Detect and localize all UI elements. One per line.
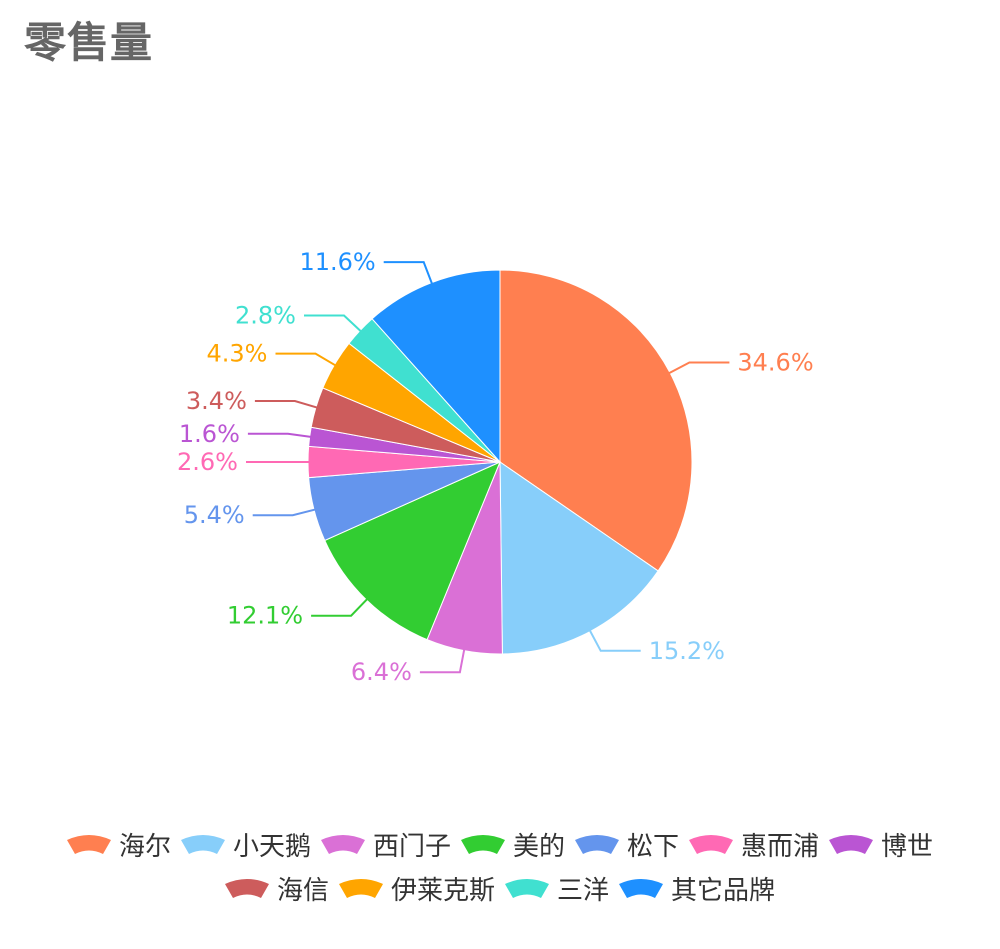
legend-item-1[interactable]: 海尔 — [67, 832, 171, 862]
slice-10-leader-line — [304, 314, 363, 333]
slice-9-label: 4.3% — [207, 340, 268, 368]
legend-label-10: 三洋 — [557, 876, 609, 906]
slice-1-label: 34.6% — [737, 349, 813, 377]
slice-11-leader-line — [383, 261, 434, 285]
legend-icon-9 — [339, 879, 383, 898]
slice-labels: 34.6% 15.2% 6.4% 12.1% 5.4% 2.6%1.6% 3.4% 4.3% 2… — [177, 248, 814, 686]
legend-icon-4 — [461, 835, 505, 854]
slice-7-leader-line — [247, 432, 312, 438]
slice-4-label: 12.1% — [227, 602, 303, 630]
legend-label-4: 美的 — [513, 832, 565, 862]
slice-7-label: 1.6% — [179, 420, 240, 448]
legend-item-10[interactable]: 三洋 — [505, 876, 609, 906]
slice-6-label: 2.6% — [177, 448, 238, 476]
slice-8-label: 3.4% — [186, 387, 247, 415]
legend-item-11[interactable]: 其它品牌 — [619, 876, 775, 906]
legend-item-4[interactable]: 美的 — [461, 832, 565, 862]
chart-title: 零售量 — [24, 18, 154, 67]
legend-icon-10 — [505, 879, 549, 898]
slice-2-leader-line — [588, 629, 641, 652]
legend-label-8: 海信 — [277, 876, 329, 906]
legend-item-3[interactable]: 西门子 — [321, 832, 451, 862]
slice-8-leader-line — [254, 400, 319, 409]
slice-2-label: 15.2% — [649, 637, 725, 665]
legend-icon-3 — [321, 835, 365, 854]
slice-5-label: 5.4% — [184, 501, 245, 529]
pie-slices — [307, 269, 693, 655]
legend-label-1: 海尔 — [119, 832, 171, 862]
legend-icon-5 — [575, 835, 619, 854]
legend-item-6[interactable]: 惠而浦 — [689, 832, 819, 862]
slice-5-leader-line — [252, 508, 317, 517]
legend-icon-7 — [829, 835, 873, 854]
legend-label-3: 西门子 — [373, 832, 451, 862]
legend-label-6: 惠而浦 — [741, 832, 819, 862]
legend-item-2[interactable]: 小天鹅 — [181, 832, 311, 862]
slice-10-label: 2.8% — [235, 302, 296, 330]
legend-label-7: 博世 — [881, 832, 933, 862]
legend-item-7[interactable]: 博世 — [829, 832, 933, 862]
slice-9-leader-line — [275, 352, 337, 367]
legend-item-8[interactable]: 海信 — [225, 876, 329, 906]
slice-4-leader-line — [311, 597, 369, 617]
slice-3-leader-line — [419, 648, 466, 674]
legend-label-9: 伊莱克斯 — [391, 876, 495, 906]
slice-1-leader-line — [667, 361, 730, 375]
legend-label-2: 小天鹅 — [233, 832, 311, 862]
legend-label-5: 松下 — [627, 832, 679, 862]
label-leader-lines — [246, 261, 730, 674]
legend-icon-11 — [619, 879, 663, 898]
slice-3-label: 6.4% — [351, 658, 412, 686]
legend-item-5[interactable]: 松下 — [575, 832, 679, 862]
legend-icon-8 — [225, 879, 269, 898]
legend-item-9[interactable]: 伊莱克斯 — [339, 876, 495, 906]
legend-label-11: 其它品牌 — [671, 876, 775, 906]
legend-icon-6 — [689, 835, 733, 854]
legend-icon-2 — [181, 835, 225, 854]
legend-icon-1 — [67, 835, 111, 854]
slice-11-label: 11.6% — [299, 248, 375, 276]
